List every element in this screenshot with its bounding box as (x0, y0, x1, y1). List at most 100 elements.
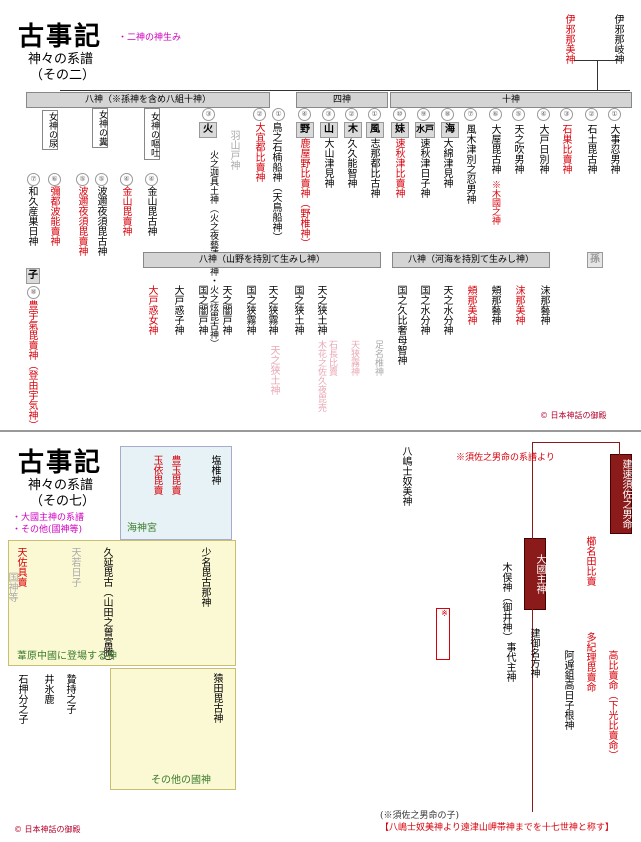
god-oowatatsumi: 大綿津見神 (441, 138, 452, 188)
god-hayamato: 羽山戸神 (228, 130, 239, 170)
god-kuebiko: 久延毘古（山田之曾富騰） (101, 547, 112, 667)
god-toyoukebime: 豊宇氣毘賣神（登由宇気神） (26, 300, 37, 428)
okuninushi-box: 大國主神 (524, 538, 546, 610)
box-mount: 山 (320, 122, 338, 138)
goddess-vomit-box: 女神の嘔吐 (144, 108, 160, 160)
sea-palace-box: 豊玉毘賣 玉依毘賣 塩椎神 海神宮 (120, 446, 232, 540)
god-shiotsuchi: 塩椎神 (209, 455, 220, 485)
god-ajisuki: 阿遅鉏高日子根神 (562, 650, 573, 730)
gray-god-ashinazuchi: 足名椎神 (373, 340, 383, 376)
izanagi: 伊邪那岐神 (612, 14, 623, 64)
genealogy-panel-7: 古事記 神々の系譜 （その七） ・大國主神の系譜 ・その他(國神等) 豊玉毘賣 … (0, 430, 641, 842)
genealogy-panel-2: 古事記 神々の系譜 （その二） ・二神の神生み 伊邪那岐神 伊邪那美神 八神（※… (18, 14, 632, 428)
god-mizuhanome: 彌都波能賣神 (48, 186, 59, 246)
bracket-note: ※ (436, 608, 450, 660)
god-ishioshiwaku: 石押分之子 (16, 674, 27, 724)
bar-ten-gods: 十神 (390, 92, 632, 108)
ashihara-label: 葦原中國に登場する神 (17, 651, 117, 662)
panel2-footer: © 日本神話の御殿 (14, 825, 81, 834)
god-ooyabiko: 大屋毘古神 (489, 124, 500, 174)
panel2-note-1: ・大國主神の系譜 (12, 513, 85, 523)
bar-river-gods: 八神（河海を持別て生みし神） (392, 252, 550, 268)
panel1-subtitle: 神々の系譜 (28, 52, 94, 67)
god-iwasuhime: 石巣比賣神 (560, 124, 571, 174)
ashihara-box: 天佐具賣 久延毘古（山田之曾富騰） 少名毘古那神 天若日子 葦原中國に登場する神 (8, 540, 236, 667)
god-torinoiwakusu: 鳥之石楠船神（天鳥船神） (270, 122, 281, 242)
god-haniyasubiko: 波邇夜須毘古神 (95, 186, 106, 256)
box-grandchild: 孫 (587, 252, 603, 268)
panel2-subtitle-part: （その七） (30, 494, 96, 509)
god-tsuranami: 頬那美神 (465, 285, 476, 325)
god-shitateruhime: 高比賣命（下光比賣命） (606, 650, 617, 760)
box-wind: 風 (366, 122, 384, 138)
god-ootomatoiko: 大戸惑子神 (172, 285, 183, 335)
god-sarutahiko: 猿田毘古神 (211, 673, 222, 723)
god-hayaakitsuhiko: 速秋津日子神 (418, 138, 429, 198)
panel1-note: ・二神の神生み (118, 33, 182, 43)
god-iwatsuchibiko: 石土毘古神 (585, 124, 596, 174)
box-sea: 海 (441, 122, 459, 138)
bottom-note-1: (※須佐之男命の子) (380, 811, 460, 821)
god-toyotama: 豊玉毘賣 (169, 455, 180, 495)
god-ookotooshio: 大事忍男神 (608, 124, 619, 174)
god-amenosagume: 天佐具賣 (15, 547, 26, 587)
god-shinatsuhiko: 志那都比古神 (368, 138, 379, 198)
other-gods-label: その他の國神 (151, 775, 211, 786)
god-kayanohime: 鹿屋野比賣神（野椎神） (298, 138, 309, 248)
god-kushinada: 櫛名田比賣 (584, 536, 595, 586)
bar-mountain-gods: 八神（山野を持別て生みし神） (143, 252, 381, 268)
pink-god-4: 天狭霧神 (349, 340, 359, 376)
bottom-note-2: 【八嶋士奴美神より遠津山岬帯神までを十七世神と称す】 (380, 823, 614, 833)
gray-kunikami: 国神等 (6, 572, 17, 602)
god-tamayori: 玉依毘賣 (151, 455, 162, 495)
god-ooketsuhime: 大宜都比賣神 (253, 122, 264, 182)
bar-eight-gods: 八神（※孫神を含め八組十神） (26, 92, 270, 108)
box-water: 水戸 (415, 122, 435, 138)
mokokuno-note: ※木國之神 (490, 180, 500, 225)
goddess-dung-box: 女神の糞 (92, 108, 108, 148)
god-kotoshironushi: 事代主神 (504, 642, 515, 682)
panel1-title: 古事記 (18, 22, 103, 52)
god-amenowakahiko: 天若日子 (69, 547, 80, 587)
god-kagutsuchi: 火之迦具土神（火之夜藝速男神・火之炫毘古神） (208, 150, 218, 348)
panel2-note-2: ・その他(國神等) (12, 525, 83, 535)
god-hayaakitsuhime: 速秋津比賣神 (393, 138, 404, 198)
panel2-title: 古事記 (18, 448, 103, 478)
god-awanami: 沫那美神 (513, 285, 524, 325)
other-gods-box: 猿田毘古神 その他の國神 (110, 668, 236, 790)
god-kanayamabime: 金山毘賣神 (120, 186, 131, 236)
god-awanagi: 沫那藝神 (538, 285, 549, 325)
god-amenokurado: 天之闇戸神 (220, 285, 231, 335)
sea-palace-label: 海神宮 (127, 523, 157, 534)
box-child: 子 (26, 268, 40, 284)
panel1-footer: © 日本神話の御殿 (540, 411, 607, 420)
god-ootohiwake: 大戸日別神 (537, 124, 548, 174)
god-amenomikumari: 天之水分神 (441, 285, 452, 335)
god-amenokuhizamochi: 国之久比奢母智神 (395, 285, 406, 365)
god-niemotsu: 贄持之子 (64, 674, 75, 714)
god-wakumusubi: 和久産巣日神 (26, 186, 37, 246)
bar-four-gods: 四神 (296, 92, 388, 108)
god-kanayamabiko: 金山毘古神 (145, 186, 156, 236)
panel1-subtitle-part: （その二） (30, 68, 96, 83)
box-field: 野 (296, 122, 314, 138)
god-kuninosagiri: 国之狭霧神 (244, 285, 255, 335)
izanami: 伊邪那美神 (563, 14, 574, 64)
god-haniyasubime: 波邇夜須毘賣神 (76, 186, 87, 256)
god-kuninosazuchi: 国之狭土神 (292, 285, 303, 335)
god-amenosagiri: 天之狭霧神 (266, 285, 277, 335)
god-kuninokurado: 国之闇戸神 (196, 285, 207, 335)
god-sukunabikona: 少名毘古那神 (199, 547, 210, 607)
ookuni-note: ※須佐之男命の系譜より (456, 453, 555, 463)
god-kukunochi: 久久能智神 (345, 138, 356, 188)
god-takeminakata: 建御名方神 (528, 628, 539, 678)
pink-god-3: 石長比賣 (327, 340, 337, 376)
god-ootomatoime: 大戸惑女神 (146, 285, 157, 335)
box-fire: 火 (199, 122, 217, 138)
pink-god-2: 木花之佐久夜毘売 (316, 340, 326, 412)
god-ihika: 井氷鹿 (42, 674, 53, 704)
god-amenofukio: 天之吹男神 (512, 124, 523, 174)
god-kinomata: 木俣神（御井神） (500, 562, 511, 642)
god-tsuranagi: 頬那藝神 (489, 285, 500, 325)
god-takiri: 多紀理毘賣命 (584, 632, 595, 692)
